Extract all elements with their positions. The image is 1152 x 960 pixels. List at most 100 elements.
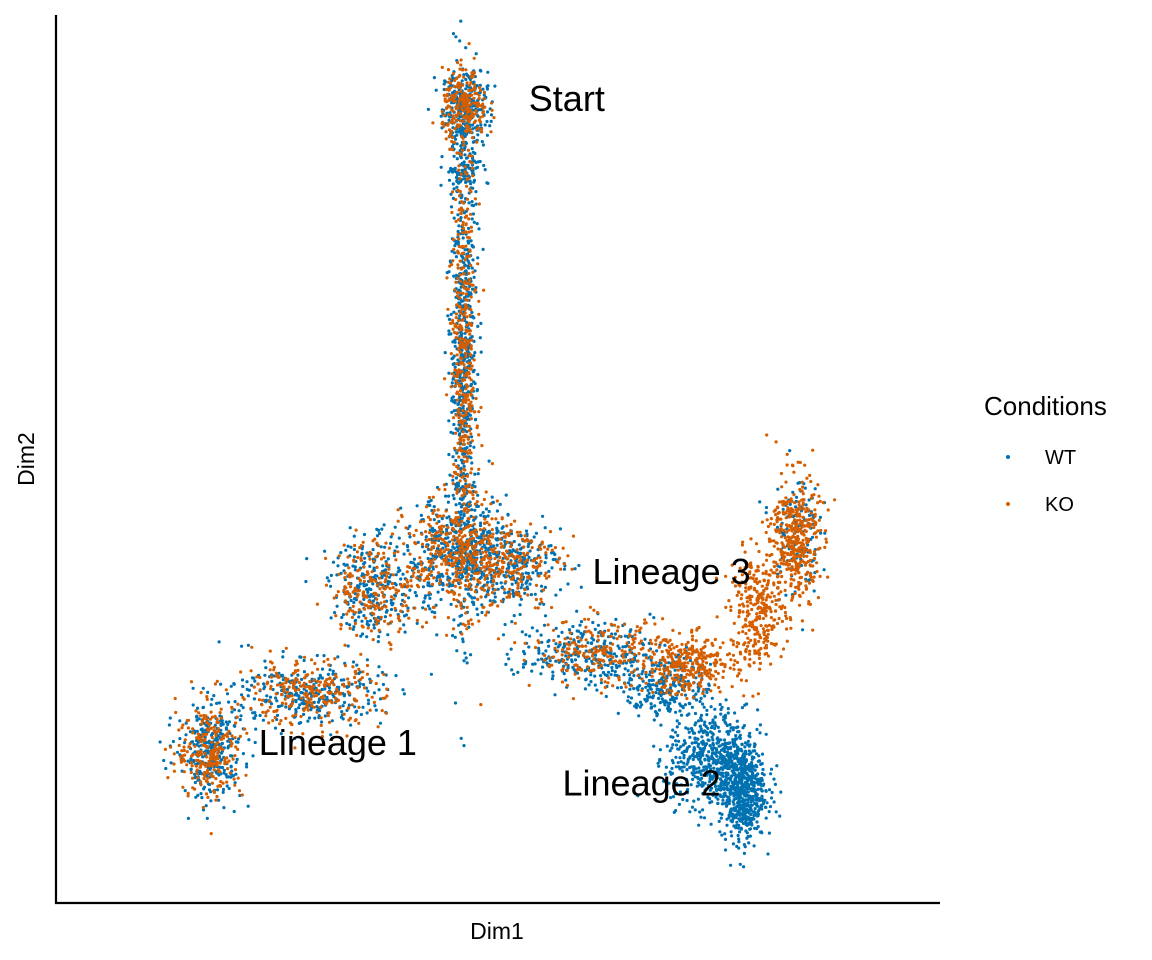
- data-point: [379, 545, 383, 549]
- data-point: [708, 721, 712, 725]
- data-point: [459, 112, 463, 116]
- data-point: [505, 652, 509, 656]
- data-point: [729, 863, 733, 867]
- data-point: [713, 707, 717, 711]
- data-point: [673, 700, 677, 704]
- data-point: [554, 642, 558, 646]
- data-point: [472, 445, 476, 449]
- data-point: [470, 243, 474, 247]
- data-point: [446, 68, 451, 72]
- data-point: [367, 587, 371, 591]
- data-point: [306, 719, 310, 723]
- data-point: [472, 358, 476, 362]
- data-point: [482, 163, 486, 168]
- data-point: [737, 787, 741, 792]
- data-point: [725, 753, 729, 757]
- data-point: [279, 732, 283, 736]
- data-point: [486, 580, 490, 585]
- data-point: [461, 299, 465, 303]
- data-point: [511, 672, 516, 676]
- data-point: [210, 744, 214, 748]
- data-point: [393, 594, 398, 598]
- data-point: [458, 177, 462, 181]
- data-point: [772, 777, 776, 781]
- data-point: [668, 749, 672, 753]
- data-point: [507, 566, 511, 570]
- data-point: [447, 494, 451, 498]
- data-point: [447, 329, 451, 333]
- data-point: [457, 575, 461, 579]
- data-point: [462, 345, 466, 350]
- data-point: [250, 683, 254, 687]
- data-point: [474, 166, 478, 170]
- data-point: [575, 609, 579, 613]
- data-point: [657, 708, 662, 712]
- data-point: [451, 259, 455, 263]
- data-point: [518, 603, 522, 607]
- data-point: [531, 571, 535, 575]
- data-point: [209, 790, 213, 794]
- data-point: [682, 756, 686, 760]
- data-point: [329, 584, 333, 588]
- data-point: [734, 734, 738, 738]
- data-point: [512, 549, 516, 553]
- data-point: [764, 816, 768, 820]
- data-point: [458, 67, 462, 71]
- data-point: [465, 248, 470, 252]
- data-point: [352, 625, 356, 629]
- data-point: [416, 562, 420, 566]
- data-point: [352, 600, 356, 605]
- data-point: [472, 368, 476, 372]
- data-point: [221, 722, 225, 726]
- data-point: [617, 664, 621, 668]
- data-point: [745, 802, 750, 806]
- data-point: [498, 502, 502, 506]
- data-point: [470, 404, 474, 408]
- data-point: [463, 468, 467, 472]
- data-point: [613, 632, 618, 636]
- data-point: [448, 540, 452, 544]
- data-point: [467, 366, 471, 371]
- data-point: [241, 706, 245, 710]
- data-point: [234, 740, 238, 744]
- data-point: [593, 627, 597, 631]
- data-point: [444, 87, 448, 92]
- data-point: [470, 200, 474, 204]
- data-point: [749, 819, 753, 823]
- data-point: [359, 634, 363, 638]
- data-point: [467, 42, 471, 46]
- data-point: [322, 654, 326, 658]
- data-point: [646, 684, 651, 688]
- data-point: [702, 723, 707, 727]
- data-point: [451, 478, 455, 482]
- data-point: [459, 736, 463, 741]
- data-point: [453, 344, 457, 348]
- data-point: [735, 820, 739, 824]
- data-point: [687, 701, 692, 705]
- data-point: [660, 697, 664, 701]
- data-point: [470, 71, 474, 75]
- data-point: [577, 640, 581, 644]
- data-point: [469, 225, 473, 229]
- data-point: [239, 703, 243, 707]
- data-point: [458, 115, 462, 119]
- data-point: [435, 579, 439, 583]
- data-point: [469, 456, 473, 460]
- data-point: [749, 767, 754, 771]
- data-point: [464, 77, 468, 82]
- data-point: [458, 388, 463, 392]
- data-point: [380, 574, 384, 579]
- data-point: [465, 323, 469, 327]
- data-point: [439, 165, 443, 169]
- data-point: [281, 649, 285, 654]
- data-point: [401, 688, 405, 692]
- data-point: [640, 703, 644, 707]
- data-point: [476, 262, 480, 266]
- data-point: [723, 715, 728, 720]
- data-point: [474, 540, 478, 544]
- data-point: [718, 830, 722, 834]
- data-point: [448, 105, 452, 109]
- data-point: [701, 747, 705, 751]
- data-point: [476, 582, 480, 587]
- data-point: [724, 804, 729, 808]
